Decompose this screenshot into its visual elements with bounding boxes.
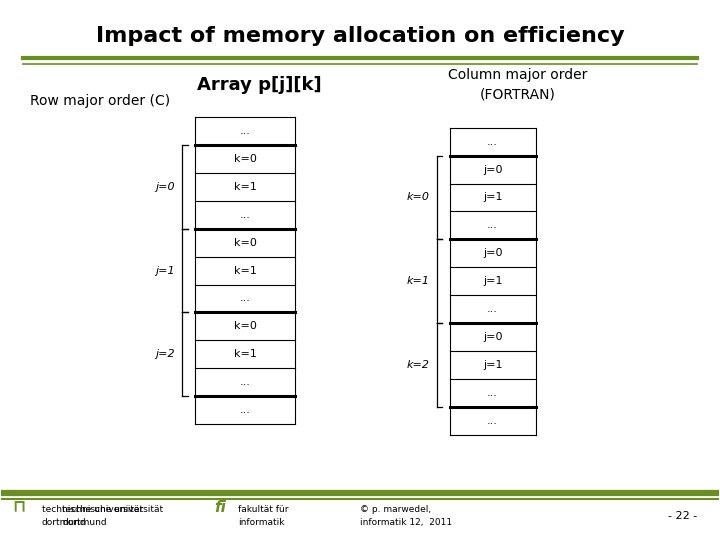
Text: j=2: j=2 xyxy=(156,349,175,359)
Text: j=1: j=1 xyxy=(483,192,503,202)
Text: k=1: k=1 xyxy=(234,182,257,192)
Text: fi: fi xyxy=(215,500,226,515)
Text: k=1: k=1 xyxy=(234,266,257,275)
Text: © p. marwedel,
informatik 12,  2011: © p. marwedel, informatik 12, 2011 xyxy=(360,505,452,527)
Text: Array p[j][k]: Array p[j][k] xyxy=(197,76,322,93)
Text: j=0: j=0 xyxy=(483,332,503,342)
Text: ...: ... xyxy=(487,388,498,398)
Text: ...: ... xyxy=(487,137,498,146)
Text: ...: ... xyxy=(240,126,251,136)
Text: k=1: k=1 xyxy=(407,276,430,286)
Text: j=1: j=1 xyxy=(156,266,175,275)
Text: fakultät für
informatik: fakultät für informatik xyxy=(238,505,289,527)
Text: k=1: k=1 xyxy=(234,349,257,359)
Text: j=0: j=0 xyxy=(156,182,175,192)
Text: k=0: k=0 xyxy=(407,192,430,202)
Text: Column major order
(FORTRAN): Column major order (FORTRAN) xyxy=(448,68,588,102)
Text: ...: ... xyxy=(240,293,251,303)
Text: Row major order (C): Row major order (C) xyxy=(30,94,170,108)
Text: ...: ... xyxy=(240,377,251,387)
Text: ...: ... xyxy=(240,405,251,415)
Text: Impact of memory allocation on efficiency: Impact of memory allocation on efficienc… xyxy=(96,26,624,46)
Text: ...: ... xyxy=(487,416,498,426)
Text: technische universität
dortmund: technische universität dortmund xyxy=(63,505,163,527)
Text: k=0: k=0 xyxy=(234,154,257,164)
Text: j=0: j=0 xyxy=(483,248,503,258)
Text: k=2: k=2 xyxy=(407,360,430,370)
Text: ...: ... xyxy=(240,210,251,220)
Text: j=1: j=1 xyxy=(483,276,503,286)
Text: k=0: k=0 xyxy=(234,321,257,332)
Text: j=0: j=0 xyxy=(483,165,503,174)
Text: ...: ... xyxy=(487,220,498,231)
Text: j=1: j=1 xyxy=(483,360,503,370)
Text: ⊓: ⊓ xyxy=(13,498,26,516)
Text: k=0: k=0 xyxy=(234,238,257,248)
Text: technische universität
dortmund: technische universität dortmund xyxy=(42,505,143,527)
Text: - 22 -: - 22 - xyxy=(668,511,697,521)
Text: ...: ... xyxy=(487,304,498,314)
